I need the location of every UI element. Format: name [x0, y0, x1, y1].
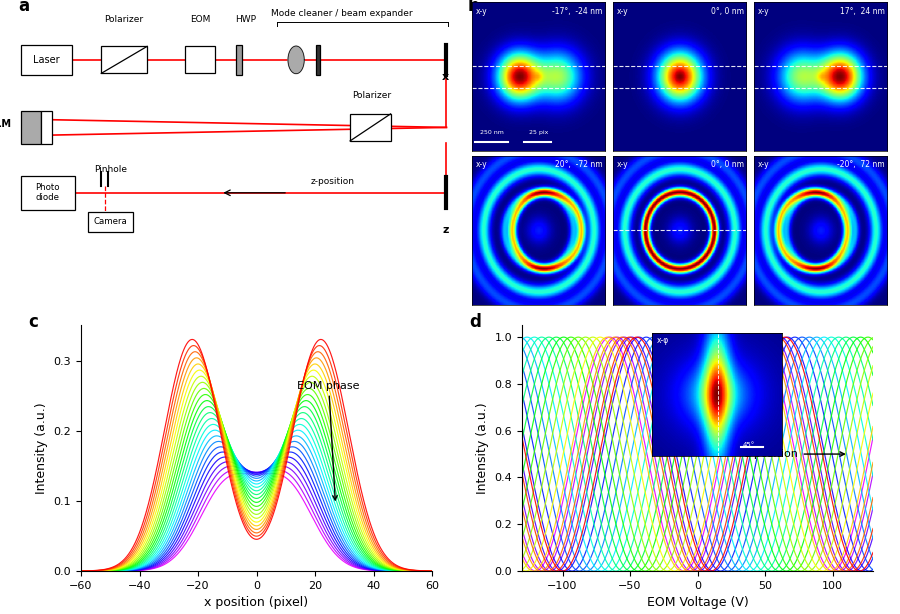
Text: -20°,  72 nm: -20°, 72 nm	[837, 160, 885, 169]
Text: 17°,  24 nm: 17°, 24 nm	[840, 7, 885, 16]
Text: x-y: x-y	[758, 7, 770, 16]
Text: x-y: x-y	[758, 160, 770, 169]
Text: Camera: Camera	[94, 217, 127, 227]
Text: -17°,  -24 nm: -17°, -24 nm	[553, 7, 603, 16]
Text: x-y: x-y	[616, 160, 628, 169]
Text: b: b	[468, 0, 480, 15]
Bar	[185, 46, 215, 73]
Text: EOM phase: EOM phase	[297, 381, 360, 500]
Text: 20°,  -72 nm: 20°, -72 nm	[555, 160, 603, 169]
Text: c: c	[29, 313, 38, 331]
Text: Polarizer: Polarizer	[352, 91, 391, 99]
Text: Polarizer: Polarizer	[104, 15, 143, 25]
Text: a: a	[18, 0, 29, 15]
Y-axis label: Intensity (a.u.): Intensity (a.u.)	[35, 402, 48, 494]
Text: Mode cleaner / beam expander: Mode cleaner / beam expander	[271, 9, 413, 18]
Text: d: d	[470, 313, 482, 331]
X-axis label: EOM Voltage (V): EOM Voltage (V)	[646, 596, 749, 609]
Text: 0°, 0 nm: 0°, 0 nm	[711, 160, 743, 169]
Text: SLM: SLM	[0, 119, 11, 130]
Text: x: x	[442, 72, 449, 82]
Text: x-y: x-y	[616, 7, 628, 16]
Bar	[350, 114, 391, 141]
Bar	[21, 176, 75, 209]
Text: x-y: x-y	[475, 160, 487, 169]
Polygon shape	[288, 46, 304, 74]
Bar	[88, 212, 133, 231]
Bar	[41, 111, 52, 144]
Text: 250 nm: 250 nm	[480, 130, 504, 134]
Text: Photo
diode: Photo diode	[35, 183, 60, 203]
Text: z-position: z-position	[311, 177, 355, 185]
Text: z-position: z-position	[745, 449, 844, 459]
Text: Laser: Laser	[33, 55, 60, 65]
Bar	[21, 111, 41, 144]
Text: 0°, 0 nm: 0°, 0 nm	[711, 7, 743, 16]
Text: x-y: x-y	[475, 7, 487, 16]
Text: HWP: HWP	[235, 15, 256, 25]
Bar	[101, 46, 148, 73]
Text: Pinhole: Pinhole	[94, 165, 127, 174]
Text: EOM: EOM	[190, 15, 211, 25]
Text: z: z	[442, 225, 449, 235]
Bar	[21, 45, 72, 74]
Bar	[316, 44, 320, 75]
Text: 25 pix: 25 pix	[529, 130, 548, 134]
Y-axis label: Intensity (a.u.): Intensity (a.u.)	[476, 402, 489, 494]
Bar	[236, 44, 241, 75]
X-axis label: x position (pixel): x position (pixel)	[204, 596, 309, 609]
